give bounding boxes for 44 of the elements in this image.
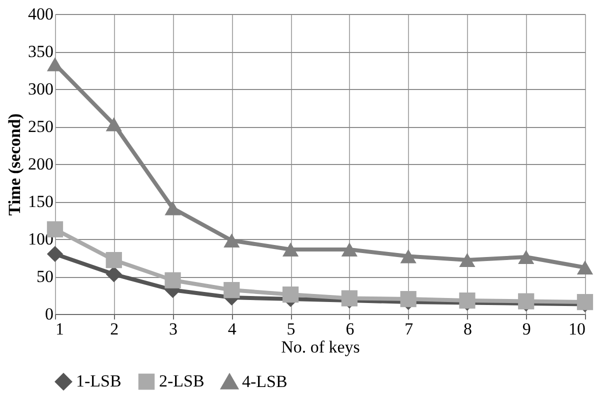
point [400,249,416,264]
point [106,266,122,282]
y-axis-title: Time (second) [5,113,24,216]
x-tick-label: 7 [404,320,414,338]
x-tick-label: 9 [522,320,531,338]
y-tick-label: 350 [28,42,54,61]
point [400,290,416,308]
point [341,242,358,256]
y-tick-label: 150 [28,192,54,211]
y-tick-label: 200 [28,154,54,174]
x-axis-title: No. of keys [281,338,360,356]
x-tick-label: 10 [568,320,586,338]
x-tick-label: 5 [286,320,296,338]
y-tick-label: 300 [28,80,54,98]
x-tick-label: 3 [169,320,178,338]
point [164,201,181,216]
point [576,260,594,274]
point [106,252,122,268]
point [518,250,534,264]
legend-label: 4-LSB [242,372,288,392]
y-tick-label: 250 [28,117,54,136]
point [459,292,476,309]
point [341,290,358,306]
legend-label: 2-LSB [159,372,204,391]
point [224,234,240,248]
legend-label: 1-LSB [76,372,122,391]
point [46,57,64,72]
y-tick-label: 50 [36,267,54,286]
point [224,282,240,298]
x-tick-label: 8 [463,320,472,338]
point [106,117,122,132]
x-tick-label: 6 [346,320,354,338]
point [164,272,181,288]
point [282,242,299,256]
point [282,286,299,303]
point [576,294,594,310]
y-tick-label: 400 [28,4,54,24]
point [518,293,534,310]
x-tick-label: 1 [56,320,64,338]
x-tick-label: 4 [228,320,237,338]
y-tick-label: 0 [45,304,54,324]
point [46,246,64,262]
point [459,253,476,267]
x-tick-label: 2 [110,320,119,338]
